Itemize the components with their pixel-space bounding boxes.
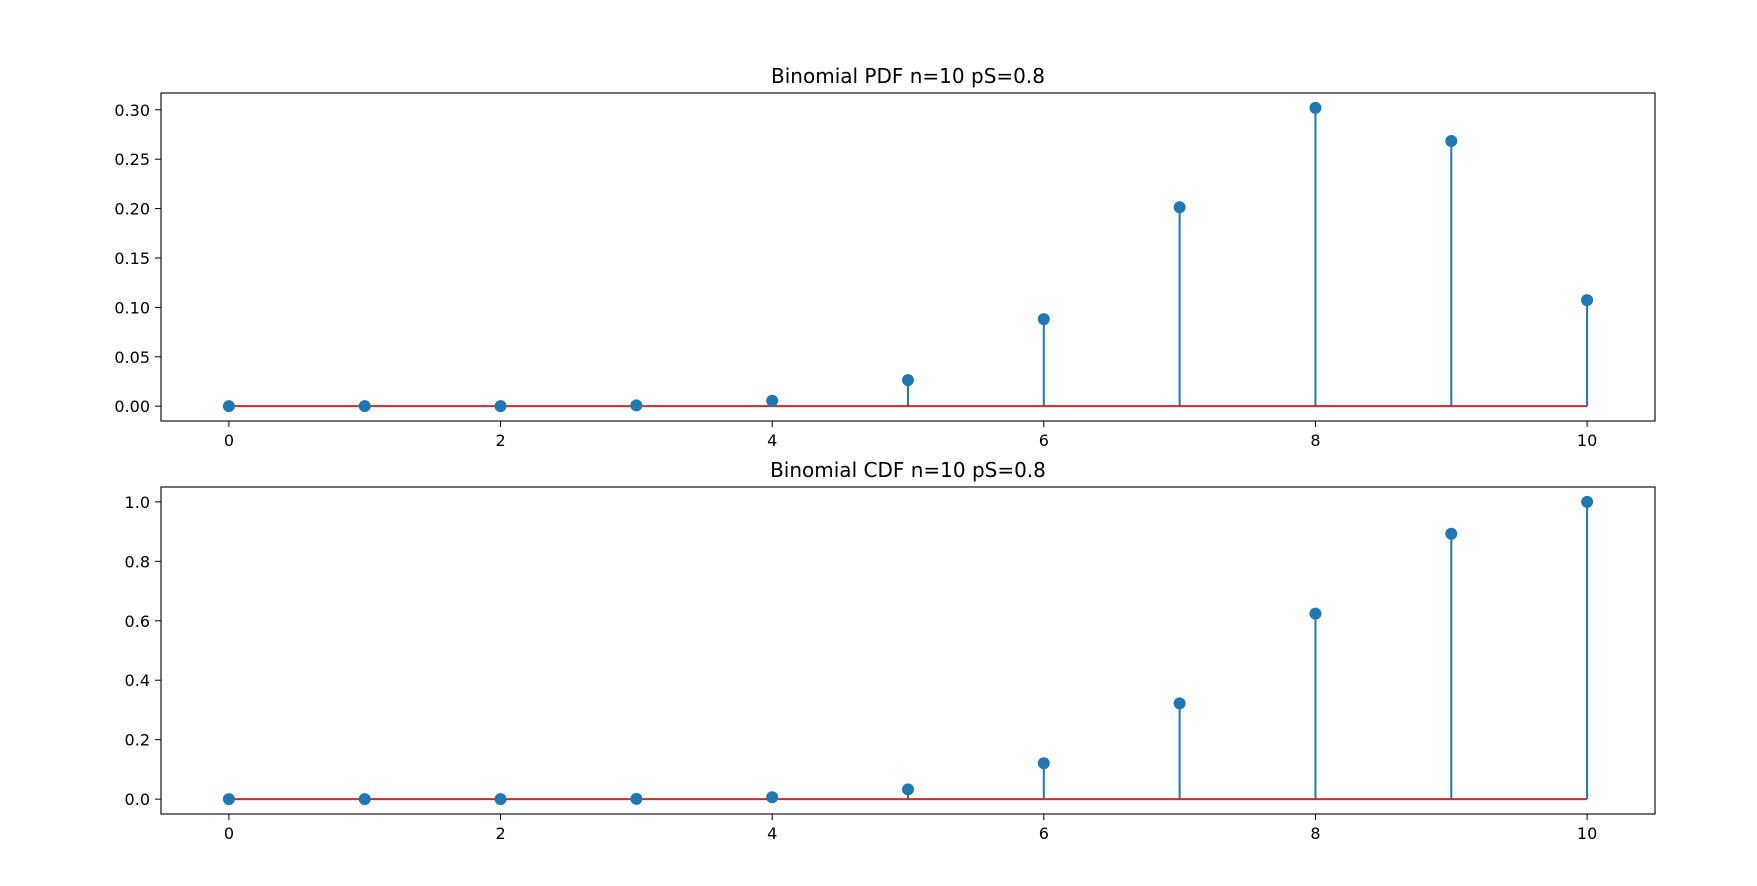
cdf-y-tick-label: 0.0 (125, 790, 150, 809)
pdf-data-point (766, 394, 779, 407)
cdf-subplot: Binomial CDF n=10 pS=0.8 0 2 4 6 8 10 0.0 0.2 0.4… (125, 458, 1656, 843)
pdf-data-point (1445, 134, 1458, 147)
cdf-x-tick-label: 8 (1310, 824, 1320, 843)
cdf-data-point (1173, 697, 1186, 710)
cdf-y-tick-label: 0.6 (125, 612, 150, 631)
cdf-y-tick-label: 0.4 (125, 671, 150, 690)
cdf-data-point (1445, 527, 1458, 540)
pdf-y-tick-label: 0.25 (114, 150, 150, 169)
cdf-y-tick-label: 0.2 (125, 731, 150, 750)
pdf-x-tick-label: 8 (1310, 431, 1320, 450)
cdf-x-tick-label: 10 (1577, 824, 1597, 843)
pdf-data-point (1173, 201, 1186, 214)
cdf-data-point (494, 793, 507, 806)
pdf-data-point (222, 400, 235, 413)
cdf-data-point (630, 792, 643, 805)
pdf-subplot: Binomial PDF n=10 pS=0.8 0 2 4 6 8 10 0.00 0.05 0… (114, 64, 1656, 450)
pdf-title: Binomial PDF n=10 pS=0.8 (771, 64, 1045, 88)
cdf-data-point (902, 783, 914, 796)
pdf-data-point (630, 399, 643, 412)
pdf-y-tick-label: 0.00 (114, 397, 150, 416)
cdf-data-point (1309, 607, 1322, 620)
pdf-data-point (1581, 294, 1594, 307)
pdf-data-point (358, 400, 371, 413)
cdf-y-tick-label: 1.0 (125, 493, 150, 512)
cdf-x-tick-label: 2 (495, 824, 505, 843)
pdf-data-point (494, 400, 507, 413)
pdf-y-tick-label: 0.15 (114, 249, 150, 268)
pdf-y-tick-label: 0.30 (114, 101, 150, 120)
cdf-data-point (1581, 495, 1594, 508)
cdf-axes-frame (160, 486, 1656, 815)
cdf-data-point (358, 793, 371, 806)
cdf-y-tick-label: 0.8 (125, 552, 150, 571)
pdf-y-tick-label: 0.05 (114, 348, 150, 367)
cdf-x-tick-label: 0 (224, 824, 234, 843)
pdf-x-tick-label: 2 (495, 431, 505, 450)
pdf-y-tick-label: 0.20 (114, 200, 150, 219)
cdf-data-point (222, 793, 235, 806)
cdf-data-point (766, 791, 779, 804)
cdf-x-tick-label: 6 (1039, 824, 1049, 843)
pdf-data-point (1037, 313, 1050, 326)
pdf-x-tick-label: 0 (224, 431, 234, 450)
cdf-data-point (1037, 757, 1050, 770)
pdf-axes-frame (160, 92, 1656, 422)
pdf-x-tick-label: 10 (1577, 431, 1597, 450)
pdf-data-point (902, 374, 914, 387)
cdf-x-tick-label: 4 (767, 824, 777, 843)
pdf-x-tick-label: 4 (767, 431, 777, 450)
pdf-x-tick-label: 6 (1039, 431, 1049, 450)
pdf-y-tick-label: 0.10 (114, 298, 150, 317)
cdf-title: Binomial CDF n=10 pS=0.8 (770, 458, 1046, 482)
pdf-data-point (1309, 101, 1322, 114)
